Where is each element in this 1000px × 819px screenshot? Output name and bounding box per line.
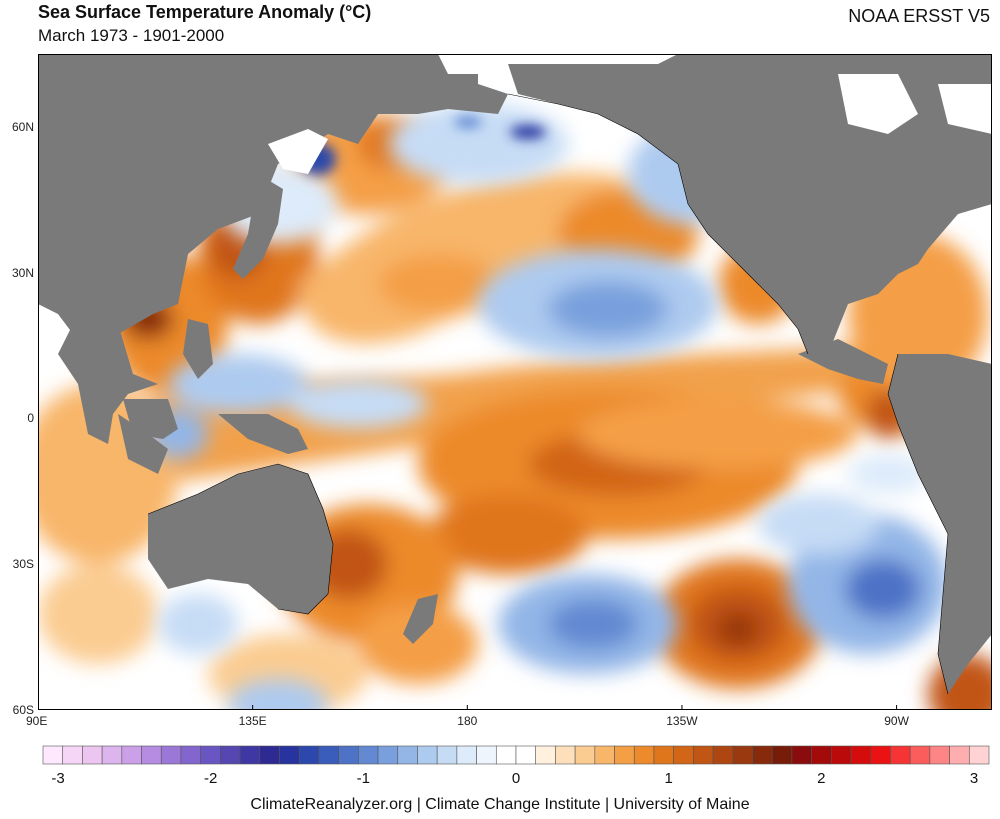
colorbar-swatch	[791, 745, 812, 765]
x-axis-label: 90E	[26, 714, 48, 728]
colorbar-swatch	[495, 745, 517, 765]
colorbar-swatch	[811, 745, 832, 765]
colorbar-swatch	[594, 745, 615, 765]
australia-landmass	[148, 464, 333, 614]
map-frame	[38, 54, 992, 710]
colorbar-swatch	[298, 745, 320, 765]
colorbar-swatch	[752, 745, 773, 765]
colorbar-swatch	[909, 745, 931, 765]
map-title: Sea Surface Temperature Anomaly (°C)	[38, 2, 372, 22]
colorbar-swatch	[870, 745, 891, 765]
y-axis-label: 60S	[12, 703, 34, 717]
colorbar-swatch	[180, 745, 201, 765]
data-source-label: NOAA ERSST V5	[848, 6, 990, 26]
colorbar-swatch	[436, 745, 458, 765]
colorbar-swatch	[121, 745, 142, 765]
colorbar-swatch	[673, 745, 694, 765]
colorbar-swatch	[259, 745, 280, 765]
colorbar-swatch	[239, 745, 261, 765]
colorbar-swatch	[535, 745, 556, 765]
colorbar-swatch	[929, 745, 950, 765]
borneo-landmass	[123, 399, 178, 439]
colorbar-swatch	[693, 745, 714, 765]
map-subtitle: March 1973 - 1901-2000	[38, 26, 225, 45]
axis-ticks	[38, 705, 898, 710]
colorbar-label: -1	[357, 770, 370, 787]
cool-anomaly-field	[148, 104, 948, 710]
colorbar-swatch	[712, 745, 734, 765]
colorbar-swatch	[82, 745, 103, 765]
colorbar-labels: -3 -2 -1 0 1 2 3	[51, 770, 978, 787]
colorbar-swatch	[890, 745, 911, 765]
colorbar-swatch	[279, 745, 300, 765]
x-axis-label: 135W	[666, 714, 698, 728]
colorbar-swatch	[476, 745, 497, 765]
bering-ice	[438, 54, 498, 74]
colorbar: -3 -2 -1 0 1 2 3	[42, 745, 990, 787]
colorbar-swatch	[358, 745, 379, 765]
indochina-landmass	[58, 314, 158, 444]
colorbar-swatch	[850, 745, 872, 765]
x-axis-label: 90W	[884, 714, 909, 728]
colorbar-swatch	[141, 745, 162, 765]
colorbar-swatch	[732, 745, 753, 765]
colorbar-swatch	[220, 745, 241, 765]
asia-landmass	[38, 54, 508, 354]
coastlines	[147, 93, 949, 695]
colorbar-swatch	[555, 745, 576, 765]
colorbar-swatch	[200, 745, 221, 765]
sumatra-landmass	[118, 414, 168, 474]
x-axis-label: 135E	[238, 714, 267, 728]
colorbar-swatch	[456, 745, 477, 765]
colorbar-swatch	[62, 745, 83, 765]
colorbar-swatch	[515, 745, 537, 765]
colorbar-label: 2	[817, 770, 825, 787]
colorbar-swatch	[377, 745, 399, 765]
colorbar-swatch	[318, 745, 339, 765]
okhotsk-ice	[268, 129, 328, 174]
colorbar-label: -3	[51, 770, 64, 787]
colorbar-label: -2	[204, 770, 217, 787]
arctic-ice	[938, 84, 992, 134]
central-america-landmass	[798, 339, 888, 384]
x-axis-label: 180	[457, 714, 478, 728]
colorbar-swatch	[653, 745, 674, 765]
colorbar-swatch	[574, 745, 596, 765]
colorbar-swatch	[42, 745, 64, 765]
philippines-landmass	[183, 319, 213, 379]
land-masses	[38, 54, 992, 694]
colorbar-label: 3	[970, 770, 978, 787]
colorbar-swatch	[633, 745, 655, 765]
colorbar-swatch	[397, 745, 418, 765]
colorbar-swatch	[771, 745, 793, 765]
new-zealand-landmass	[403, 594, 438, 644]
colorbar-swatch	[417, 745, 438, 765]
colorbar-swatch	[101, 745, 123, 765]
colorbar-swatch	[614, 745, 635, 765]
colorbar-swatch	[831, 745, 852, 765]
colorbar-label: 1	[664, 770, 672, 787]
hudson-bay-ice	[838, 74, 918, 134]
new-guinea-landmass	[218, 414, 308, 454]
colorbar-swatch	[338, 745, 359, 765]
colorbar-swatches	[42, 745, 990, 765]
y-axis-label: 30S	[12, 557, 34, 572]
japan-landmass	[233, 174, 283, 279]
y-axis-label: 60N	[11, 119, 34, 134]
south-america-landmass	[888, 354, 992, 694]
colorbar-label: 0	[512, 770, 520, 787]
y-axis-label: 30N	[11, 265, 34, 280]
y-axis-label: 0	[27, 411, 34, 426]
sst-anomaly-map[interactable]	[38, 54, 992, 710]
colorbar-swatch	[160, 745, 182, 765]
colorbar-swatch	[949, 745, 970, 765]
credit-footer: ClimateReanalyzer.org | Climate Change I…	[250, 796, 750, 813]
colorbar-swatch	[968, 745, 990, 765]
